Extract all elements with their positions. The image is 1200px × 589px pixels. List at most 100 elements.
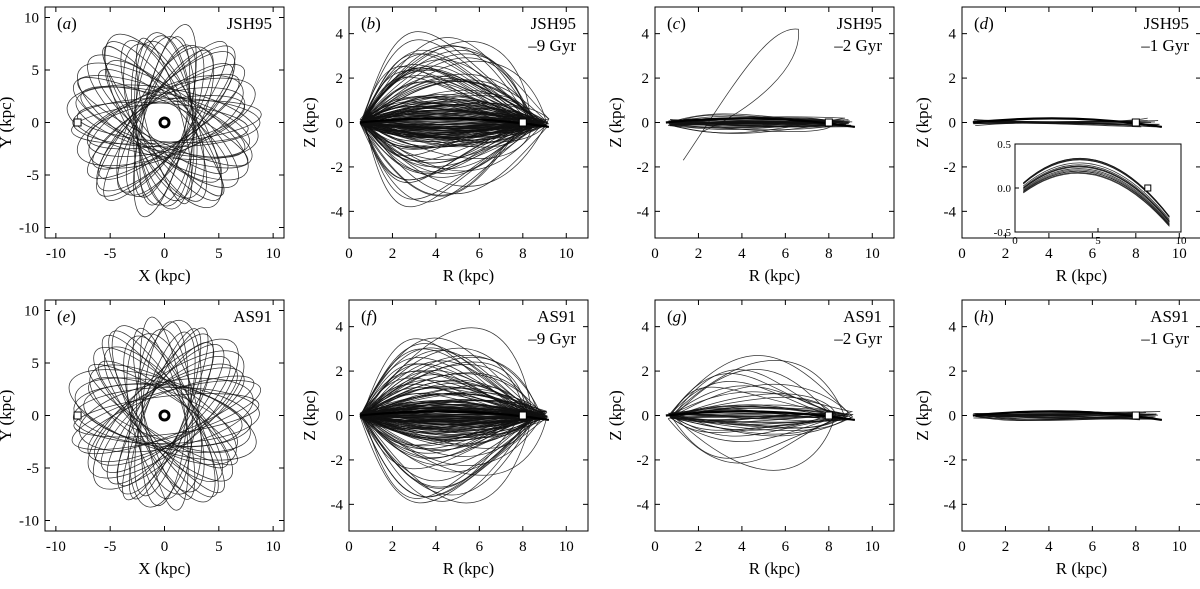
y-tick-label: -4 bbox=[944, 497, 957, 513]
inset-orbit-loop bbox=[1023, 164, 1170, 221]
panel-letter: (d) bbox=[974, 14, 994, 33]
y-tick-label: -2 bbox=[944, 453, 957, 469]
x-axis-title: R (kpc) bbox=[443, 559, 494, 578]
y-axis-title: Z (kpc) bbox=[300, 97, 319, 148]
y-tick-label: -2 bbox=[331, 453, 344, 469]
age-label: –2 Gyr bbox=[833, 36, 882, 55]
orbit-loop bbox=[139, 316, 189, 511]
y-tick-label: 4 bbox=[336, 27, 344, 43]
orbit-loop bbox=[362, 97, 528, 130]
orbit-loop bbox=[88, 376, 239, 453]
age-label: –9 Gyr bbox=[527, 36, 576, 55]
orbit-loop bbox=[362, 37, 541, 146]
inset-y-tick-label: -0.5 bbox=[994, 227, 1012, 239]
orbit-loop bbox=[116, 341, 215, 487]
orbit-trace-g bbox=[665, 355, 856, 471]
orbit-mean-track bbox=[665, 410, 856, 422]
orbit-loop bbox=[76, 77, 256, 167]
y-tick-label: 0 bbox=[32, 409, 40, 425]
y-tick-label: 10 bbox=[24, 11, 39, 27]
orbit-loop bbox=[80, 86, 246, 158]
x-tick-label: 10 bbox=[1172, 246, 1187, 262]
x-tick-label: 0 bbox=[161, 539, 169, 555]
x-tick-label: 8 bbox=[519, 539, 527, 555]
orbit-loop bbox=[361, 41, 531, 143]
orbit-loop bbox=[132, 327, 196, 500]
y-tick-label: 2 bbox=[336, 71, 344, 87]
y-tick-label: 0 bbox=[336, 116, 344, 132]
orbit-loop bbox=[360, 98, 534, 125]
orbit-loop bbox=[128, 328, 202, 500]
orbit-loop bbox=[362, 49, 541, 138]
orbit-loop bbox=[89, 364, 237, 465]
model-label: JSH95 bbox=[531, 14, 576, 33]
y-tick-label: 0 bbox=[642, 116, 650, 132]
panel-letter: (c) bbox=[667, 14, 686, 33]
galactic-center-dot bbox=[161, 119, 168, 126]
orbit-loop bbox=[671, 360, 847, 431]
x-axis-title: R (kpc) bbox=[749, 559, 800, 578]
panel-letter: (b) bbox=[361, 14, 381, 33]
orbit-loop bbox=[87, 350, 245, 479]
y-tick-label: 2 bbox=[336, 364, 344, 380]
x-tick-label: -5 bbox=[104, 246, 117, 262]
y-axis-title: Z (kpc) bbox=[606, 97, 625, 148]
y-tick-label: -4 bbox=[637, 204, 650, 220]
model-label: AS91 bbox=[843, 307, 882, 326]
x-tick-label: 4 bbox=[1045, 246, 1053, 262]
orbit-trace-b bbox=[359, 31, 550, 208]
inset-orbit-loop bbox=[1023, 168, 1170, 224]
orbit-loop bbox=[93, 346, 234, 482]
inset-orbit-loop bbox=[1023, 170, 1170, 226]
orbit-trace-a bbox=[66, 24, 262, 218]
orbit-loop bbox=[973, 413, 1150, 420]
orbit-loop bbox=[362, 355, 541, 430]
x-tick-label: 0 bbox=[651, 539, 659, 555]
y-tick-label: -4 bbox=[331, 204, 344, 220]
orbit-loop bbox=[361, 407, 533, 447]
x-tick-label: 4 bbox=[738, 539, 746, 555]
x-tick-label: 10 bbox=[266, 539, 281, 555]
orbit-loop bbox=[669, 408, 838, 421]
y-tick-label: 4 bbox=[949, 27, 957, 43]
orbit-trace-c bbox=[665, 28, 856, 161]
y-tick-label: -5 bbox=[27, 168, 40, 184]
model-label: JSH95 bbox=[227, 14, 272, 33]
orbit-loop bbox=[361, 45, 531, 148]
orbit-loop bbox=[72, 97, 261, 148]
orbit-loop bbox=[682, 28, 799, 161]
x-axis-title: R (kpc) bbox=[1056, 266, 1107, 285]
orbit-loop bbox=[133, 24, 197, 218]
x-tick-label: 2 bbox=[389, 539, 397, 555]
y-tick-label: -2 bbox=[331, 160, 344, 176]
y-tick-label: 0 bbox=[32, 116, 40, 132]
sun-position-marker bbox=[824, 118, 833, 127]
orbit-mean-track bbox=[972, 410, 1163, 422]
x-tick-label: -10 bbox=[46, 539, 66, 555]
age-label: –1 Gyr bbox=[1140, 36, 1189, 55]
y-tick-label: 2 bbox=[949, 364, 957, 380]
orbit-loop bbox=[671, 121, 849, 134]
y-tick-label: 0 bbox=[336, 409, 344, 425]
inset-orbit-loop bbox=[1023, 166, 1170, 223]
x-tick-label: 4 bbox=[432, 539, 440, 555]
x-axis-title: R (kpc) bbox=[1056, 559, 1107, 578]
orbit-loop bbox=[73, 393, 260, 438]
panel-letter: (a) bbox=[57, 14, 77, 33]
orbit-loop bbox=[361, 400, 548, 476]
y-axis-title: Z (kpc) bbox=[913, 97, 932, 148]
age-label: –1 Gyr bbox=[1140, 329, 1189, 348]
orbit-mean-track bbox=[359, 410, 550, 422]
x-tick-label: 8 bbox=[1132, 246, 1140, 262]
orbit-loop bbox=[362, 399, 545, 466]
sun-position-marker bbox=[73, 411, 82, 420]
x-axis-title: X (kpc) bbox=[138, 266, 190, 285]
x-tick-label: 0 bbox=[345, 246, 353, 262]
y-tick-label: -2 bbox=[637, 453, 650, 469]
inset-orbit-loop bbox=[1023, 172, 1170, 227]
y-tick-label: -10 bbox=[19, 221, 39, 237]
x-tick-label: 8 bbox=[825, 246, 833, 262]
x-axis-title: R (kpc) bbox=[749, 266, 800, 285]
